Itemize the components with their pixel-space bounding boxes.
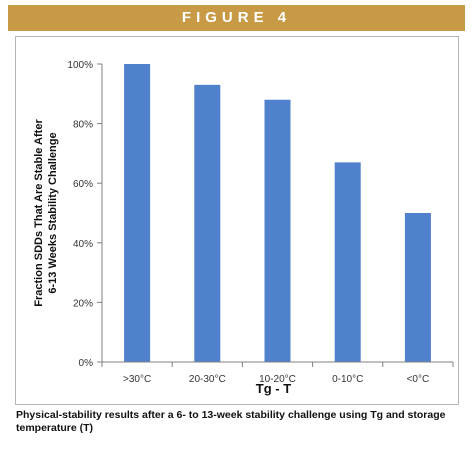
y-tick-label: 80% bbox=[73, 120, 93, 131]
bar bbox=[264, 99, 291, 362]
figure-label: FIGURE 4 bbox=[8, 5, 465, 31]
y-axis-ticks: 0% 20% 40% 60% 80% 100% bbox=[67, 60, 102, 369]
y-axis-title-line: Fraction SDDs That Are Stable After bbox=[33, 119, 45, 307]
x-tick-label: <0°C bbox=[407, 374, 430, 385]
axes bbox=[101, 64, 453, 363]
y-axis-title-line: 6-13 Weeks Stability Challenge bbox=[47, 132, 59, 293]
x-axis-title: Tg - T bbox=[256, 381, 291, 396]
bar bbox=[124, 64, 151, 362]
bar-chart: Fraction SDDs That Are Stable After 6-13 … bbox=[33, 60, 454, 396]
x-tick-label: 0-10°C bbox=[332, 374, 363, 385]
bar bbox=[404, 213, 431, 362]
x-tick-label: 20-30°C bbox=[189, 374, 226, 385]
y-axis-title: Fraction SDDs That Are Stable After 6-13 … bbox=[33, 119, 59, 307]
bar bbox=[334, 162, 361, 362]
y-tick-label: 100% bbox=[67, 60, 93, 71]
y-tick-label: 0% bbox=[79, 358, 94, 369]
x-axis-ticks: >30°C 20-30°C 10-20°C 0-10°C <0°C bbox=[101, 362, 454, 385]
chart-container: Fraction SDDs That Are Stable After 6-13 … bbox=[15, 36, 459, 405]
figure-caption: Physical-stability results after a 6- to… bbox=[16, 409, 446, 434]
x-tick-label: >30°C bbox=[123, 374, 151, 385]
y-tick-label: 60% bbox=[73, 179, 93, 190]
y-tick-label: 40% bbox=[73, 239, 93, 250]
bar bbox=[194, 84, 221, 363]
y-tick-label: 20% bbox=[73, 298, 93, 309]
bars-group bbox=[124, 64, 431, 363]
x-tick-label: 10-20°C bbox=[259, 374, 296, 385]
